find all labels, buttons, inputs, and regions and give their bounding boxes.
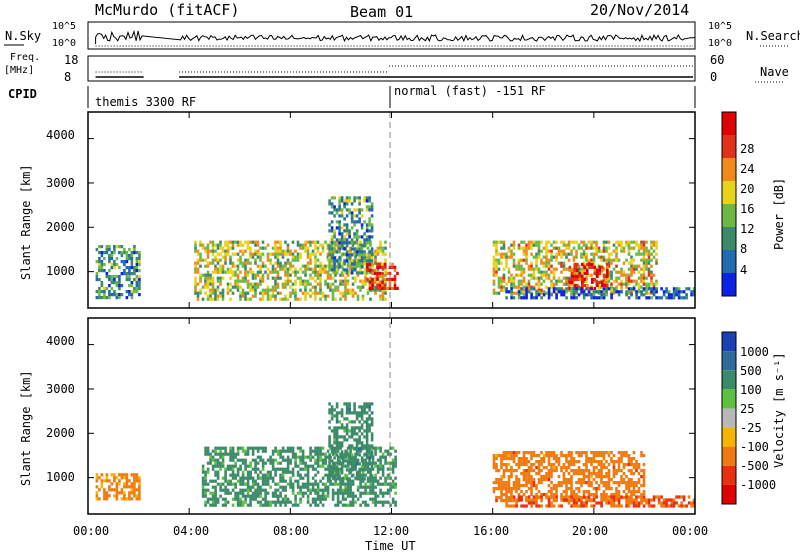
nsky-tick-top: 10^5 [52,21,77,32]
vel-cbar-swatch-5 [722,427,736,447]
power-cbar-tick-24: 24 [740,162,755,176]
power-heatmap [95,196,696,301]
power-ytick-2000: 2000 [46,220,75,234]
x-axis-label: Time UT [365,539,416,553]
freq-label-line1: Freq. [10,52,41,63]
power-cbar-tick-28: 28 [740,142,755,156]
nsearch-tick-top: 10^5 [708,21,733,32]
xtick-4: 16:00 [473,524,510,538]
vel-cbar-tick-neg25: -25 [740,421,762,435]
velocity-heatmap [95,402,696,508]
vel-cbar-tick-neg1000: -1000 [740,478,777,492]
beam-title: Beam 01 [350,3,414,21]
freq-tick-bottom: 8 [64,70,72,84]
power-ytick-4000: 4000 [46,128,75,142]
xtick-0: 00:00 [73,524,110,538]
power-cbar-swatch-0 [722,273,736,296]
vel-cbar-swatch-7 [722,465,736,485]
power-ytick-3000: 3000 [46,176,75,190]
power-cbar-swatch-6 [722,135,736,158]
velocity-ytick-4000: 4000 [46,334,75,348]
power-cbar-tick-12: 12 [740,222,755,236]
vel-cbar-tick-neg500: -500 [740,459,769,473]
power-cbar-frame [721,111,737,297]
vel-cbar-swatch-3 [722,389,736,409]
nsky-series [95,29,695,45]
vel-cbar-tick-1000: 1000 [740,345,769,359]
vel-cbar-tick-25: 25 [740,402,755,416]
power-cbar-swatch-2 [722,227,736,250]
nsearch-tick-bottom: 10^0 [708,38,733,49]
power-cbar-swatch-7 [722,112,736,135]
vel-cbar-swatch-0 [722,332,736,352]
xtick-2: 08:00 [273,524,310,538]
vel-cbar-swatch-8 [722,484,736,504]
velocity-ytick-3000: 3000 [46,382,75,396]
vel-cbar-frame [721,331,737,505]
nsky-strip-data [95,29,695,47]
xtick-3: 12:00 [373,524,410,538]
power-cbar-tick-4: 4 [740,263,748,277]
power-cbar-swatch-5 [722,158,736,181]
power-cbar-tick-20: 20 [740,182,755,196]
power-cbar-swatch-1 [722,250,736,273]
axis-ticks [87,112,696,514]
station-title: McMurdo (fitACF) [95,1,240,19]
cpid-label: CPID [8,87,37,101]
power-cbar-tick-8: 8 [740,242,748,256]
velocity-colorbar [721,331,737,505]
vel-cbar-tick-100: 100 [740,383,762,397]
vel-cbar-swatch-1 [722,351,736,371]
power-cbar-swatch-4 [722,181,736,204]
power-cbar-tick-16: 16 [740,202,755,216]
freq-strip-frame [87,55,696,82]
nave-tick-top: 60 [710,53,725,67]
vel-cbar-swatch-6 [722,446,736,466]
nsky-strip-frame [87,21,696,50]
power-ytick-1000: 1000 [46,264,75,278]
freq-label-line2: [MHz] [4,65,35,76]
vel-cbar-swatch-2 [722,370,736,390]
nave-tick-bottom: 0 [710,70,718,84]
cpid-segment-2: normal (fast) -151 RF [394,84,546,98]
freq-strip-data [95,65,693,78]
power-cbar-swatch-3 [722,204,736,227]
vel-cbar-tick-500: 500 [740,364,762,378]
vel-cbar-tick-neg100: -100 [740,440,769,454]
nsky-label: N.Sky [5,29,42,43]
velocity-ytick-2000: 2000 [46,426,75,440]
nsky-tick-bottom: 10^0 [52,38,77,49]
nsearch-label: N.Search [746,29,800,43]
xtick-6: 00:00 [672,524,709,538]
velocity-panel-bg [88,318,695,514]
vel-cbar-swatch-4 [722,408,736,428]
xtick-1: 04:00 [173,524,210,538]
freq-tick-top: 18 [64,53,79,67]
power-panel-bg [88,112,695,308]
xtick-5: 20:00 [572,524,609,538]
power-colorbar [721,111,737,297]
velocity-ytick-1000: 1000 [46,470,75,484]
cpid-segment-1: themis 3300 RF [95,95,197,109]
nave-label: Nave [760,65,789,79]
date-title: 20/Nov/2014 [590,1,690,19]
